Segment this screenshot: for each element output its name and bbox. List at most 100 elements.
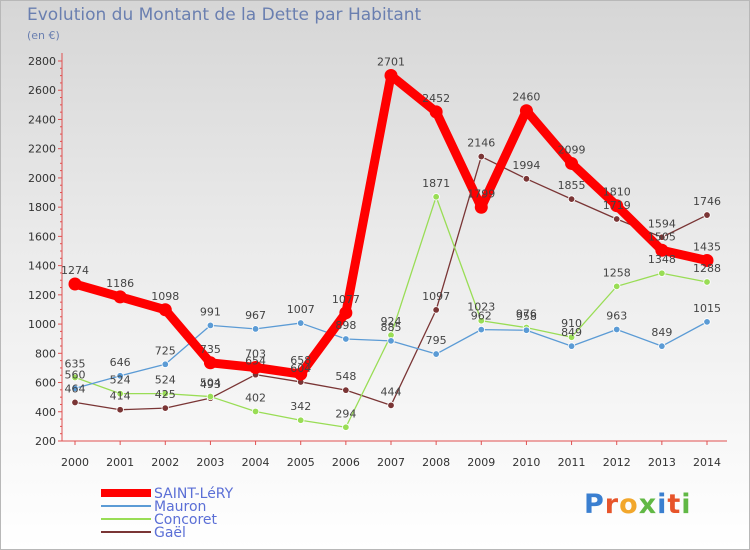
data-point xyxy=(522,175,531,183)
y-tick-label: 2200 xyxy=(28,143,56,156)
data-label: 976 xyxy=(516,308,537,321)
x-tick-label: 2009 xyxy=(467,456,495,469)
data-label: 560 xyxy=(65,368,86,381)
data-point xyxy=(567,333,576,341)
data-point xyxy=(116,406,124,414)
data-label: 2460 xyxy=(512,91,540,104)
data-point xyxy=(613,282,621,291)
legend-label: Gaël xyxy=(154,525,186,541)
data-point xyxy=(432,350,440,358)
data-point xyxy=(477,325,485,334)
data-label: 504 xyxy=(200,377,221,390)
data-label: 1505 xyxy=(648,230,676,243)
y-tick-label: 1000 xyxy=(28,318,56,331)
data-point xyxy=(700,254,714,267)
y-tick-label: 2400 xyxy=(28,113,56,126)
y-tick-label: 400 xyxy=(35,406,56,419)
data-point xyxy=(429,105,443,119)
data-label: 1594 xyxy=(648,217,676,230)
data-point xyxy=(71,398,79,407)
data-label: 849 xyxy=(561,326,582,339)
data-label: 414 xyxy=(110,390,131,403)
data-label: 1288 xyxy=(693,262,721,275)
data-point xyxy=(116,372,124,380)
x-tick-label: 2006 xyxy=(332,456,360,469)
chart-title: Evolution du Montant de la Dette par Hab… xyxy=(27,5,422,25)
x-tick-label: 2002 xyxy=(151,456,179,469)
data-point xyxy=(384,68,398,82)
data-point xyxy=(251,325,260,333)
data-point xyxy=(703,318,711,326)
data-point xyxy=(387,401,395,410)
x-tick-label: 2007 xyxy=(377,456,405,469)
logo-letter: i xyxy=(657,489,668,520)
legend-label: Mauron xyxy=(154,499,206,515)
data-point xyxy=(610,199,624,213)
data-point xyxy=(116,389,124,398)
data-label: 646 xyxy=(110,356,131,369)
data-label: 1258 xyxy=(603,266,631,279)
data-point xyxy=(567,342,576,350)
data-point xyxy=(251,407,260,416)
data-point xyxy=(297,416,305,424)
data-label: 658 xyxy=(290,354,311,367)
data-point xyxy=(613,215,621,223)
data-label: 654 xyxy=(245,355,266,368)
data-point xyxy=(522,326,531,334)
data-label: 604 xyxy=(290,362,311,375)
data-point xyxy=(203,356,217,370)
data-label: 958 xyxy=(516,310,537,323)
x-tick-label: 2008 xyxy=(422,456,450,469)
y-tick-label: 600 xyxy=(35,377,56,390)
legend-label: Concoret xyxy=(154,512,218,528)
chart-subtitle: (en €) xyxy=(27,29,60,42)
data-point xyxy=(68,277,82,291)
x-tick-label: 2010 xyxy=(512,456,540,469)
data-point xyxy=(297,319,305,327)
data-label: 425 xyxy=(155,388,176,401)
data-point xyxy=(703,211,711,219)
data-point xyxy=(339,306,353,320)
data-label: 1746 xyxy=(693,195,721,208)
x-tick-label: 2000 xyxy=(61,456,89,469)
data-point xyxy=(387,337,395,345)
data-label: 444 xyxy=(381,385,402,398)
y-tick-label: 200 xyxy=(35,435,56,448)
data-label: 795 xyxy=(426,334,447,347)
y-tick-label: 1200 xyxy=(28,289,56,302)
data-point xyxy=(658,342,666,350)
x-tick-label: 2004 xyxy=(242,456,270,469)
data-label: 703 xyxy=(245,347,266,360)
data-point xyxy=(161,389,169,398)
data-label: 1994 xyxy=(512,159,540,172)
data-point xyxy=(161,360,169,368)
data-label: 2452 xyxy=(422,92,450,105)
data-label: 635 xyxy=(65,357,86,370)
data-label: 1810 xyxy=(603,186,631,199)
data-label: 1871 xyxy=(422,177,450,190)
data-point xyxy=(113,290,127,304)
data-point xyxy=(477,152,485,161)
data-point xyxy=(658,233,666,241)
data-label: 1098 xyxy=(151,290,179,303)
data-label: 1719 xyxy=(603,199,631,212)
data-point xyxy=(71,384,79,393)
data-point xyxy=(294,367,308,381)
x-tick-label: 2014 xyxy=(693,456,721,469)
logo-letter: o xyxy=(619,489,639,520)
data-label: 2701 xyxy=(377,55,405,68)
data-label: 849 xyxy=(651,326,672,339)
data-point xyxy=(477,317,485,325)
y-tick-label: 800 xyxy=(35,347,56,360)
data-label: 991 xyxy=(200,305,221,318)
data-point xyxy=(432,306,440,314)
data-label: 2099 xyxy=(558,143,586,156)
data-point xyxy=(342,423,350,431)
data-label: 1274 xyxy=(61,264,89,277)
y-tick-label: 1400 xyxy=(28,260,56,273)
x-tick-label: 2011 xyxy=(558,456,586,469)
data-point xyxy=(519,104,533,118)
proxiti-logo: Proxiti xyxy=(584,489,692,520)
data-label: 493 xyxy=(200,378,221,391)
